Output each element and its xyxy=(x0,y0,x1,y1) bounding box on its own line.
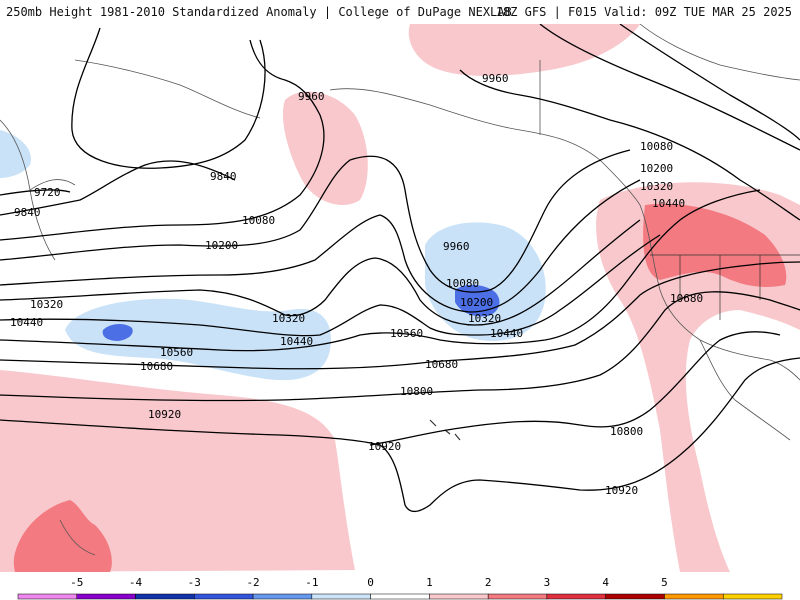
contour-label: 10080 xyxy=(242,214,275,227)
colorbar-segment xyxy=(722,593,783,600)
colorbar-tick-label: -2 xyxy=(246,576,259,589)
contour-label: 10680 xyxy=(140,360,173,373)
colorbar-segment xyxy=(311,593,371,600)
contour-label: 10680 xyxy=(425,358,458,371)
anomaly-strong-positive-region xyxy=(13,500,112,572)
contour-line xyxy=(0,357,800,513)
colorbar-segment xyxy=(252,593,313,600)
contour-line xyxy=(0,160,236,216)
anomaly-positive-region xyxy=(282,91,368,205)
anomaly-strong-negative-region xyxy=(102,324,133,341)
colorbar-segment xyxy=(487,593,548,600)
contour-label: 9960 xyxy=(298,90,325,103)
map-title: 250mb Height 1981-2010 Standardized Anom… xyxy=(6,5,512,19)
contour-label: 10440 xyxy=(652,197,685,210)
contour-line xyxy=(0,234,661,337)
anomaly-shading xyxy=(0,24,800,572)
anomaly-negative-region xyxy=(425,222,546,341)
contour-line xyxy=(539,24,800,151)
colorbar-segment xyxy=(605,593,665,600)
colorbar-ticks: -5 -4 -3 -2 -1 0 1 2 3 4 5 xyxy=(70,576,668,589)
contour-line xyxy=(0,189,761,352)
colorbar-segment xyxy=(429,593,489,600)
contour-label: 10440 xyxy=(10,316,43,329)
contour-label: 10440 xyxy=(280,335,313,348)
colorbar-segment xyxy=(664,593,724,600)
contour-label: 10560 xyxy=(160,346,193,359)
contour-label: 10800 xyxy=(610,425,643,438)
colorbar-tick-label: -1 xyxy=(305,576,318,589)
anomaly-strong-negative-region xyxy=(455,284,500,317)
colorbar-tick-label: -5 xyxy=(70,576,83,589)
contour-label: 9840 xyxy=(210,170,237,183)
colorbar-tick-label: 2 xyxy=(485,576,492,589)
anomaly-negative-region xyxy=(0,130,31,178)
run-info: 18Z GFS | F015 Valid: 09Z TUE MAR 25 202… xyxy=(495,5,792,19)
contour-line xyxy=(0,291,800,402)
contour-line xyxy=(71,27,266,169)
colorbar-segment xyxy=(370,593,430,600)
contour-label: 10800 xyxy=(400,385,433,398)
contour-line xyxy=(0,189,71,196)
contour-line xyxy=(0,219,641,326)
contour-label: 10200 xyxy=(460,296,493,309)
colorbar: -5 -4 -3 -2 -1 0 1 2 3 4 5 xyxy=(17,576,783,600)
colorbar-tick-label: 5 xyxy=(661,576,668,589)
contour-label: 10320 xyxy=(272,312,305,325)
contour-line xyxy=(0,39,325,241)
colorbar-tick-label: 0 xyxy=(367,576,374,589)
contour-line xyxy=(369,331,781,446)
contour-label: 10920 xyxy=(605,484,638,497)
contour-line xyxy=(0,149,631,293)
colorbar-segment xyxy=(17,593,78,600)
contour-label: 9720 xyxy=(34,186,61,199)
contour-label: 10320 xyxy=(468,312,501,325)
contour-label: 9960 xyxy=(482,72,509,85)
anomaly-strong-positive-region xyxy=(643,203,787,287)
contour-label: 9960 xyxy=(443,240,470,253)
contour-label: 10320 xyxy=(30,298,63,311)
height-contours xyxy=(0,24,800,513)
contour-label: 10320 xyxy=(640,180,673,193)
colorbar-tick-label: 4 xyxy=(602,576,609,589)
anomaly-negative-region xyxy=(65,298,331,381)
header: 250mb Height 1981-2010 Standardized Anom… xyxy=(0,0,800,24)
contour-labels: 9720 9840 9840 9960 9960 9960 10080 1008… xyxy=(10,72,703,497)
geography xyxy=(0,24,800,556)
colorbar-segment xyxy=(76,593,136,600)
contour-label: 10200 xyxy=(640,162,673,175)
contour-label: 10200 xyxy=(205,239,238,252)
anomaly-map: 9720 9840 9840 9960 9960 9960 10080 1008… xyxy=(0,24,800,572)
colorbar-segment xyxy=(135,593,195,600)
contour-line xyxy=(459,69,800,221)
colorbar-segment xyxy=(546,593,606,600)
contour-label: 10080 xyxy=(446,277,479,290)
contour-line xyxy=(0,179,641,313)
contour-label: 10440 xyxy=(490,327,523,340)
contour-line xyxy=(619,24,800,141)
colorbar-tick-label: -4 xyxy=(129,576,143,589)
contour-label: 10920 xyxy=(148,408,181,421)
contour-label: 10920 xyxy=(368,440,401,453)
colorbar-tick-label: 1 xyxy=(426,576,433,589)
contour-label: 10680 xyxy=(670,292,703,305)
contour-label: 10080 xyxy=(640,140,673,153)
contour-line xyxy=(0,261,800,370)
colorbar-tick-label: 3 xyxy=(544,576,551,589)
anomaly-positive-region xyxy=(408,24,640,76)
contour-label: 10560 xyxy=(390,327,423,340)
colorbar-segment xyxy=(194,593,254,600)
colorbar-tick-label: -3 xyxy=(188,576,201,589)
colorbar-segments xyxy=(17,593,783,600)
contour-label: 9840 xyxy=(14,206,41,219)
